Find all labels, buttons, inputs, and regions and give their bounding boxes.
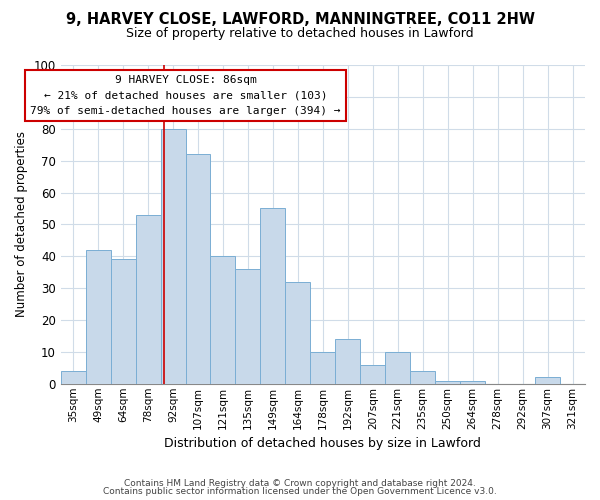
Bar <box>435 380 460 384</box>
Bar <box>385 352 410 384</box>
Bar <box>335 339 360 384</box>
Bar <box>110 260 136 384</box>
Bar <box>410 371 435 384</box>
Bar <box>86 250 110 384</box>
Bar <box>211 256 235 384</box>
Text: 9 HARVEY CLOSE: 86sqm
← 21% of detached houses are smaller (103)
79% of semi-det: 9 HARVEY CLOSE: 86sqm ← 21% of detached … <box>30 74 341 116</box>
Text: 9, HARVEY CLOSE, LAWFORD, MANNINGTREE, CO11 2HW: 9, HARVEY CLOSE, LAWFORD, MANNINGTREE, C… <box>65 12 535 28</box>
Bar <box>460 380 485 384</box>
Text: Contains public sector information licensed under the Open Government Licence v3: Contains public sector information licen… <box>103 487 497 496</box>
Bar <box>136 215 161 384</box>
X-axis label: Distribution of detached houses by size in Lawford: Distribution of detached houses by size … <box>164 437 481 450</box>
Bar <box>161 129 185 384</box>
Y-axis label: Number of detached properties: Number of detached properties <box>15 132 28 318</box>
Bar <box>535 378 560 384</box>
Bar <box>185 154 211 384</box>
Bar <box>235 269 260 384</box>
Text: Size of property relative to detached houses in Lawford: Size of property relative to detached ho… <box>126 28 474 40</box>
Bar <box>61 371 86 384</box>
Bar <box>310 352 335 384</box>
Bar <box>260 208 286 384</box>
Text: Contains HM Land Registry data © Crown copyright and database right 2024.: Contains HM Land Registry data © Crown c… <box>124 478 476 488</box>
Bar <box>360 364 385 384</box>
Bar <box>286 282 310 384</box>
